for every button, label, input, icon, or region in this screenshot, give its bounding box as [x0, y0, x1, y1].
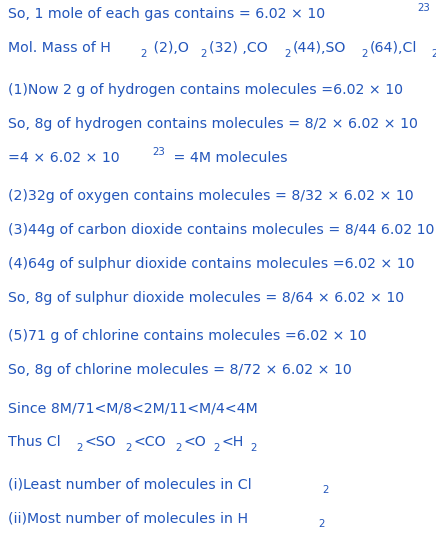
- Text: (2)32g of oxygen contains molecules = 8/32 × 6.02 × 10: (2)32g of oxygen contains molecules = 8/…: [8, 189, 414, 203]
- Text: <O: <O: [184, 435, 206, 449]
- Text: 23: 23: [152, 147, 165, 157]
- Text: (i)Least number of molecules in Cl: (i)Least number of molecules in Cl: [8, 477, 252, 491]
- Text: 2: 2: [213, 443, 219, 453]
- Text: Thus Cl: Thus Cl: [8, 435, 61, 449]
- Text: 2: 2: [250, 443, 256, 453]
- Text: (32) ,CO: (32) ,CO: [209, 41, 267, 55]
- Text: <SO: <SO: [84, 435, 116, 449]
- Text: = 4M molecules: = 4M molecules: [169, 151, 287, 165]
- Text: So, 8g of chlorine molecules = 8/72 × 6.02 × 10: So, 8g of chlorine molecules = 8/72 × 6.…: [8, 363, 352, 377]
- Text: 2: 2: [175, 443, 182, 453]
- Text: <H: <H: [221, 435, 243, 449]
- Text: (64),Cl: (64),Cl: [370, 41, 417, 55]
- Text: 2: 2: [431, 49, 436, 59]
- Text: 2: 2: [322, 485, 329, 495]
- Text: (4)64g of sulphur dioxide contains molecules =6.02 × 10: (4)64g of sulphur dioxide contains molec…: [8, 257, 415, 271]
- Text: So, 1 mole of each gas contains = 6.02 × 10: So, 1 mole of each gas contains = 6.02 ×…: [8, 7, 325, 21]
- Text: Since 8M/71<M/8<2M/11<M/4<4M: Since 8M/71<M/8<2M/11<M/4<4M: [8, 401, 258, 415]
- Text: 2: 2: [125, 443, 131, 453]
- Text: 2: 2: [284, 49, 291, 59]
- Text: 2: 2: [361, 49, 368, 59]
- Text: Mol. Mass of H: Mol. Mass of H: [8, 41, 111, 55]
- Text: 2: 2: [318, 519, 324, 529]
- Text: (5)71 g of chlorine contains molecules =6.02 × 10: (5)71 g of chlorine contains molecules =…: [8, 329, 367, 343]
- Text: =4 × 6.02 × 10: =4 × 6.02 × 10: [8, 151, 119, 165]
- Text: (ii)Most number of molecules in H: (ii)Most number of molecules in H: [8, 511, 248, 525]
- Text: So, 8g of sulphur dioxide molecules = 8/64 × 6.02 × 10: So, 8g of sulphur dioxide molecules = 8/…: [8, 291, 404, 305]
- Text: (2),O: (2),O: [149, 41, 189, 55]
- Text: (3)44g of carbon dioxide contains molecules = 8/44 6.02 10: (3)44g of carbon dioxide contains molecu…: [8, 223, 434, 237]
- Text: 2: 2: [141, 49, 147, 59]
- Text: (44),SO: (44),SO: [293, 41, 346, 55]
- Text: So, 8g of hydrogen contains molecules = 8/2 × 6.02 × 10: So, 8g of hydrogen contains molecules = …: [8, 117, 418, 131]
- Text: 23: 23: [417, 3, 430, 13]
- Text: 2: 2: [76, 443, 82, 453]
- Text: (1)Now 2 g of hydrogen contains molecules =6.02 × 10: (1)Now 2 g of hydrogen contains molecule…: [8, 83, 403, 97]
- Text: 2: 2: [201, 49, 207, 59]
- Text: molecules: molecules: [434, 7, 436, 21]
- Text: <CO: <CO: [133, 435, 166, 449]
